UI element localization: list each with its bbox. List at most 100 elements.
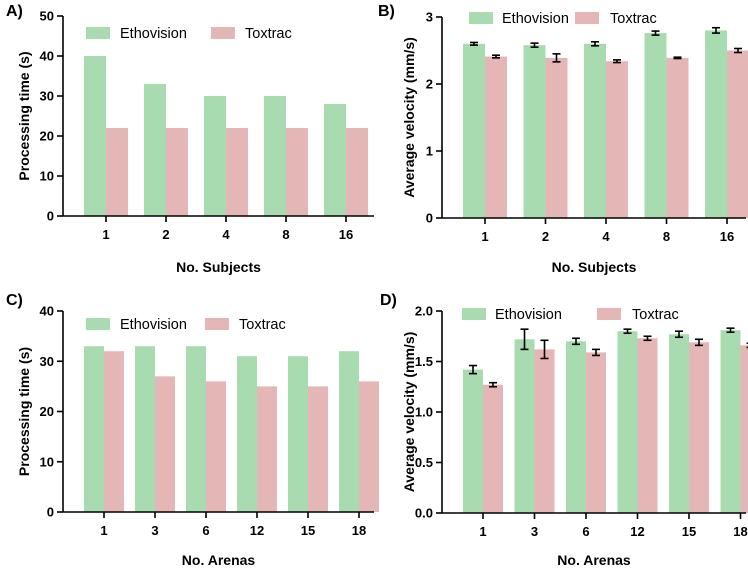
bar-toxtrac-1 <box>104 351 124 512</box>
y-tick-label: 2 <box>426 77 433 92</box>
bar-toxtrac-18 <box>740 345 748 513</box>
legend-label-ethovision: Ethovision <box>120 26 187 42</box>
bar-toxtrac-12 <box>637 338 658 513</box>
x-axis-title: No. Arenas <box>182 552 256 568</box>
x-tick-label: 2 <box>162 227 169 242</box>
bar-ethovision-1 <box>84 56 106 216</box>
bar-ethovision-4 <box>204 96 226 216</box>
y-axis-title: Average velocity (mm/s) <box>401 332 417 493</box>
bar-ethovision-18 <box>339 351 359 512</box>
panel-letter: B) <box>378 3 395 20</box>
x-tick-label: 16 <box>720 229 734 244</box>
y-tick-label: 0.5 <box>415 455 433 470</box>
chart-panel-2: B) 0 1 2 3 1 2 4 8 16 No. Subjects Average velocity… <box>378 3 748 275</box>
legend-swatch-toxtrac <box>211 27 235 39</box>
panel-letter: D) <box>380 292 397 309</box>
bar-ethovision-1 <box>84 346 104 512</box>
y-tick-label: 0 <box>47 209 54 224</box>
x-axis-title: No. Subjects <box>552 259 637 275</box>
bar-ethovision-16 <box>324 104 346 216</box>
x-tick-label: 18 <box>352 523 366 538</box>
bar-toxtrac-8 <box>286 128 308 216</box>
x-tick-label: 15 <box>301 523 315 538</box>
y-tick-label: 1.5 <box>415 354 433 369</box>
bar-ethovision-1 <box>463 369 483 513</box>
y-tick-label: 30 <box>40 354 54 369</box>
bar-toxtrac-3 <box>534 349 555 513</box>
bar-toxtrac-16 <box>346 128 368 216</box>
bar-ethovision-8 <box>264 96 286 216</box>
y-tick-label: 30 <box>40 89 54 104</box>
bar-ethovision-4 <box>584 43 606 218</box>
bar-ethovision-1 <box>463 43 485 218</box>
bar-toxtrac-8 <box>666 57 689 219</box>
legend-swatch-toxtrac <box>205 318 229 330</box>
x-tick-label: 1 <box>102 227 109 242</box>
y-tick-label: 0 <box>47 505 54 520</box>
x-tick-label: 8 <box>282 227 289 242</box>
bar-toxtrac-1 <box>483 384 503 513</box>
bar-toxtrac-1 <box>106 128 128 216</box>
bar-toxtrac-4 <box>226 128 248 216</box>
legend-label-toxtrac: Toxtrac <box>245 26 292 42</box>
x-tick-label: 6 <box>582 524 589 539</box>
y-axis-title: Processing time (s) <box>16 51 32 180</box>
chart-panel-3: C) 0 10 20 30 40 1 3 6 12 15 18 No. Arenas Processing… <box>6 292 379 568</box>
y-tick-label: 1.0 <box>415 405 433 420</box>
x-tick-label: 4 <box>602 229 610 244</box>
bar-toxtrac-12 <box>257 386 277 512</box>
y-tick-label: 1 <box>426 144 433 159</box>
bar-ethovision-12 <box>237 356 257 512</box>
bar-ethovision-6 <box>566 341 586 513</box>
bar-ethovision-15 <box>669 334 689 513</box>
x-tick-label: 1 <box>100 523 107 538</box>
legend-swatch-ethovision <box>86 27 110 39</box>
panel-letter: C) <box>6 292 23 309</box>
bar-ethovision-16 <box>705 30 727 219</box>
legend-label-ethovision: Ethovision <box>502 11 569 27</box>
x-tick-label: 6 <box>202 523 209 538</box>
x-tick-label: 16 <box>339 227 353 242</box>
bar-ethovision-3 <box>514 339 535 513</box>
y-tick-label: 20 <box>40 129 54 144</box>
x-tick-label: 3 <box>151 523 158 538</box>
y-axis-title: Average velocity (mm/s) <box>401 37 417 198</box>
bar-toxtrac-2 <box>166 128 188 216</box>
bar-toxtrac-1 <box>485 56 507 218</box>
legend-label-toxtrac: Toxtrac <box>239 317 286 333</box>
bar-toxtrac-3 <box>155 376 175 512</box>
x-axis-title: No. Arenas <box>557 552 631 568</box>
legend-label-toxtrac: Toxtrac <box>610 11 657 27</box>
x-tick-label: 1 <box>479 524 486 539</box>
y-tick-label: 10 <box>40 454 54 469</box>
legend-label-ethovision: Ethovision <box>120 317 187 333</box>
y-tick-label: 0.0 <box>415 506 433 521</box>
x-tick-label: 4 <box>222 227 230 242</box>
bar-ethovision-2 <box>144 84 166 216</box>
x-tick-label: 8 <box>663 229 670 244</box>
x-tick-label: 12 <box>250 523 264 538</box>
x-tick-label: 12 <box>630 524 644 539</box>
chart-panel-4: D) 0.0 0.5 1.0 1.5 2.0 1 3 6 12 15 18 No. Arenas Aver… <box>380 292 748 568</box>
legend-label-ethovision: Ethovision <box>495 307 562 323</box>
y-tick-label: 0 <box>426 211 433 226</box>
x-tick-label: 3 <box>531 524 538 539</box>
x-tick-label: 18 <box>733 524 747 539</box>
y-tick-label: 20 <box>40 404 54 419</box>
bar-ethovision-2 <box>523 45 546 218</box>
x-tick-label: 2 <box>542 229 549 244</box>
bar-toxtrac-4 <box>606 61 628 218</box>
bar-ethovision-12 <box>617 331 638 513</box>
bar-ethovision-3 <box>135 346 155 512</box>
bar-toxtrac-6 <box>206 381 226 512</box>
bar-toxtrac-15 <box>308 386 328 512</box>
y-tick-label: 40 <box>40 49 54 64</box>
bar-toxtrac-2 <box>545 57 568 219</box>
y-tick-label: 10 <box>40 169 54 184</box>
chart-panel-1: A) 0 10 20 30 40 50 1 2 4 8 16 No. Subjects Processin… <box>6 3 374 275</box>
legend-swatch-toxtrac <box>597 308 621 320</box>
panel-letter: A) <box>6 3 23 20</box>
legend-label-toxtrac: Toxtrac <box>632 307 679 323</box>
bar-ethovision-8 <box>644 33 667 218</box>
